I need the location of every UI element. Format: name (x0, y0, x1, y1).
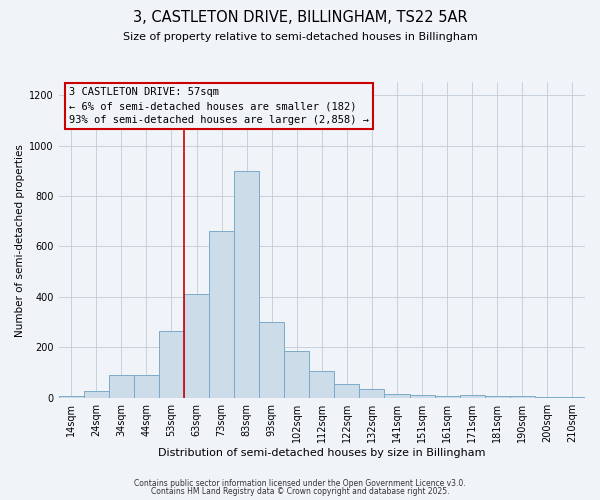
Bar (184, 294, 209, 398)
Bar (209, 232, 234, 398)
Text: Contains public sector information licensed under the Open Government Licence v3: Contains public sector information licen… (134, 479, 466, 488)
Bar (59, 396, 84, 398)
Bar (284, 351, 309, 398)
Bar (560, 397, 585, 398)
Bar (385, 394, 410, 398)
Bar (234, 171, 259, 398)
Bar (410, 395, 434, 398)
Y-axis label: Number of semi-detached properties: Number of semi-detached properties (15, 144, 25, 336)
Text: Contains HM Land Registry data © Crown copyright and database right 2025.: Contains HM Land Registry data © Crown c… (151, 487, 449, 496)
Bar (460, 395, 485, 398)
Bar (84, 392, 109, 398)
Bar (485, 396, 510, 398)
Bar (134, 375, 159, 398)
Bar (109, 375, 134, 398)
Bar (159, 331, 184, 398)
Bar (434, 396, 460, 398)
Bar (359, 389, 385, 398)
Bar (334, 384, 359, 398)
Bar (259, 322, 284, 398)
Bar (510, 396, 535, 398)
Text: 3, CASTLETON DRIVE, BILLINGHAM, TS22 5AR: 3, CASTLETON DRIVE, BILLINGHAM, TS22 5AR (133, 10, 467, 25)
Bar (535, 397, 560, 398)
X-axis label: Distribution of semi-detached houses by size in Billingham: Distribution of semi-detached houses by … (158, 448, 485, 458)
Text: 3 CASTLETON DRIVE: 57sqm
← 6% of semi-detached houses are smaller (182)
93% of s: 3 CASTLETON DRIVE: 57sqm ← 6% of semi-de… (69, 87, 369, 125)
Bar (309, 371, 334, 398)
Text: Size of property relative to semi-detached houses in Billingham: Size of property relative to semi-detach… (122, 32, 478, 42)
